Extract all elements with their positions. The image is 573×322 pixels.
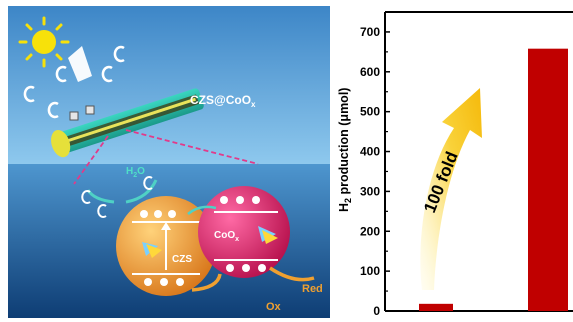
red-label: Red bbox=[302, 283, 323, 295]
y-tick-label: 700 bbox=[360, 25, 380, 39]
y-tick-label: 200 bbox=[360, 224, 380, 238]
czs-sphere bbox=[116, 196, 216, 296]
y-tick-label: 600 bbox=[360, 65, 380, 79]
bar-1 bbox=[419, 303, 453, 311]
ox-arrow bbox=[191, 273, 222, 292]
chart-axes: 0 100 200 300 400 500 600 700 bbox=[360, 11, 573, 318]
y-tick-label: 100 bbox=[360, 264, 380, 278]
coox-sphere bbox=[198, 186, 290, 278]
nanorod bbox=[51, 88, 204, 158]
material-label: CZS@CoOx bbox=[190, 93, 256, 109]
bar-2 bbox=[528, 48, 568, 311]
y-tick-label: 500 bbox=[360, 105, 380, 119]
fold-annotation: 100 fold bbox=[420, 149, 462, 216]
y-tick-label: 0 bbox=[373, 304, 380, 318]
bubble-marks bbox=[81, 176, 153, 218]
sun-icon bbox=[18, 16, 70, 68]
y-axis-label: H2 production (μmol) bbox=[337, 88, 353, 212]
h2-production-chart: 0 100 200 300 400 500 600 700 100 fold H2 produ… bbox=[337, 11, 573, 318]
electron-transfer-arrow bbox=[187, 205, 217, 215]
zoom-lines bbox=[73, 129, 259, 185]
small-cubes bbox=[69, 105, 95, 121]
czs-label: CZS bbox=[172, 254, 192, 265]
y-tick-label: 400 bbox=[360, 145, 380, 159]
ox-label: Ox bbox=[266, 301, 282, 313]
photocatalysis-scene: CZS@CoOx H2O CZS CoOx bbox=[8, 6, 330, 318]
fold-arrow bbox=[420, 88, 482, 290]
y-tick-label: 300 bbox=[360, 184, 380, 198]
water-arrow bbox=[125, 179, 158, 204]
floating-marks bbox=[23, 45, 125, 119]
water-label: H2O bbox=[126, 166, 145, 179]
red-arrow bbox=[269, 266, 315, 282]
light-beam bbox=[68, 46, 92, 82]
chart-bars bbox=[419, 48, 568, 311]
coox-label: CoOx bbox=[214, 230, 239, 243]
